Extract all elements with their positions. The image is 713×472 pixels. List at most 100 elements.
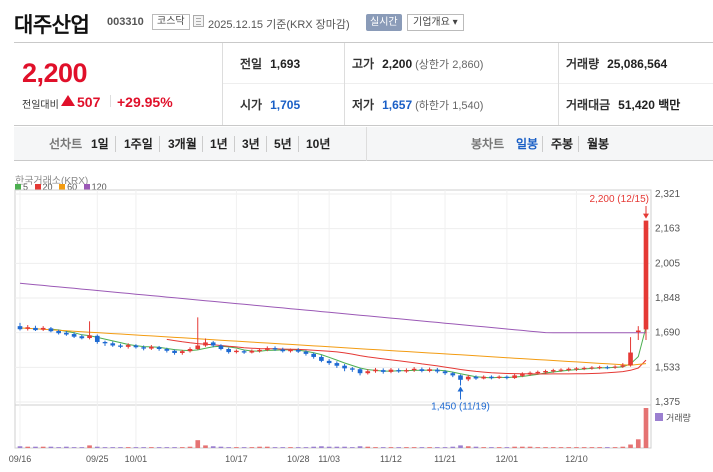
candle [17,326,23,330]
y-tick-label: 2,005 [655,258,680,269]
volume-bar [187,446,193,448]
volume-bar [396,447,402,448]
y-tick-label: 1,375 [655,397,680,408]
tab-weekly-candle[interactable]: 주봉 [551,137,574,151]
candle [156,347,162,350]
tab-monthly-candle[interactable]: 월봉 [587,137,610,151]
change-label: 전일대비 [22,100,59,111]
candle [527,372,533,375]
tab-10-years[interactable]: 10년 [306,137,331,151]
volume-bar [94,446,100,448]
volume-bar [597,447,602,448]
volume-bar [489,447,494,448]
volume-bar [635,439,641,448]
tab-1-day[interactable]: 1일 [91,137,109,151]
divider [223,83,713,84]
stock-chart: 한국거래소(KRX) 5 20 60 120 2,321 2,163 2,005 1,… [0,168,713,472]
low-value: 1,657 [382,98,413,112]
tab-1-week[interactable]: 1주일 [124,137,153,151]
prev-close-value: 1,693 [270,57,301,71]
x-tick-label: 09/16 [9,454,32,464]
y-tick-label: 2,163 [655,224,680,235]
divider [202,136,203,152]
candle [334,363,340,366]
candle [357,369,363,374]
x-tick-label: 12/10 [565,454,588,464]
volume-bar [380,447,386,448]
x-tick-label: 11/21 [434,454,456,464]
chart-legend: 5 20 60 120 [15,182,111,192]
volume-bar [264,446,270,448]
company-overview-dropdown[interactable]: 기업개요 ▾ [407,14,464,31]
volume-bar [620,446,626,448]
volume-bar [249,447,255,448]
high-marker-arrow [643,213,649,219]
candle [427,369,432,371]
x-tick-label: 12/01 [496,454,519,464]
quote-panel: 2,200 전일대비 507 +29.95% 전일 1,693 고가 2,200 (상… [14,42,713,126]
candle [288,349,293,352]
tab-3-months[interactable]: 3개월 [168,137,197,151]
ma-60-line [19,327,647,366]
candle [442,371,448,374]
candle [141,347,146,349]
volume-bar [558,447,564,448]
candle [373,369,378,372]
stock-code: 003310 [107,16,144,28]
divider [542,136,543,152]
volume-bar [179,447,185,448]
candle [133,345,139,348]
candle [311,353,316,357]
candle [581,367,587,369]
amount-value: 51,420 백만 [618,98,681,112]
candle [79,336,85,339]
candle [465,376,471,380]
lower-limit: (하한가 1,540) [415,100,484,112]
volume-bar [527,446,533,448]
high-annotation: 2,200 (12/15) [590,194,650,205]
candle [25,327,31,329]
volume-bar [272,447,278,448]
volume-bar [350,447,355,448]
candle [404,370,409,372]
candle [187,349,193,352]
volume-bar [496,447,502,448]
volume-bar [473,446,479,448]
tab-5-years[interactable]: 5년 [274,137,292,151]
candle [543,370,548,373]
candle-chart-canvas: 2,321 2,163 2,005 1,848 1,690 1,533 1,375 09/16… [9,189,691,464]
candle [249,350,255,353]
volume-bar [465,446,471,448]
volume-bar [79,447,85,448]
candle [234,350,239,353]
candle [597,367,602,369]
tab-3-years[interactable]: 3년 [242,137,260,151]
volume-bar [535,447,541,448]
candle [635,330,641,333]
volume-bar [195,440,201,448]
candle [496,376,502,379]
candle [481,376,487,379]
low-label: 저가 [352,98,375,112]
tab-daily-candle[interactable]: 일봉 [516,137,539,151]
high-value: 2,200 [382,57,413,71]
candle [605,367,610,369]
change-rate: +29.95% [117,94,173,110]
volume-label: 거래량 [566,57,600,71]
candle [396,370,402,372]
candle [450,373,456,376]
chart-frame [14,189,652,449]
volume-bar [404,447,409,448]
volume-bar [458,445,463,448]
legend-ma-5: 5 [15,182,28,192]
low-cell: 저가 1,657 (하한가 1,540) [352,95,483,115]
realtime-button[interactable]: 실시간 [366,14,402,31]
divider [110,95,111,107]
volume-bar [450,446,456,448]
tab-1-year[interactable]: 1년 [210,137,228,151]
volume-bar [64,446,69,448]
volume-bar [319,446,324,448]
candle [612,366,618,368]
volume-bar [25,446,31,448]
volume-bar [427,447,432,448]
